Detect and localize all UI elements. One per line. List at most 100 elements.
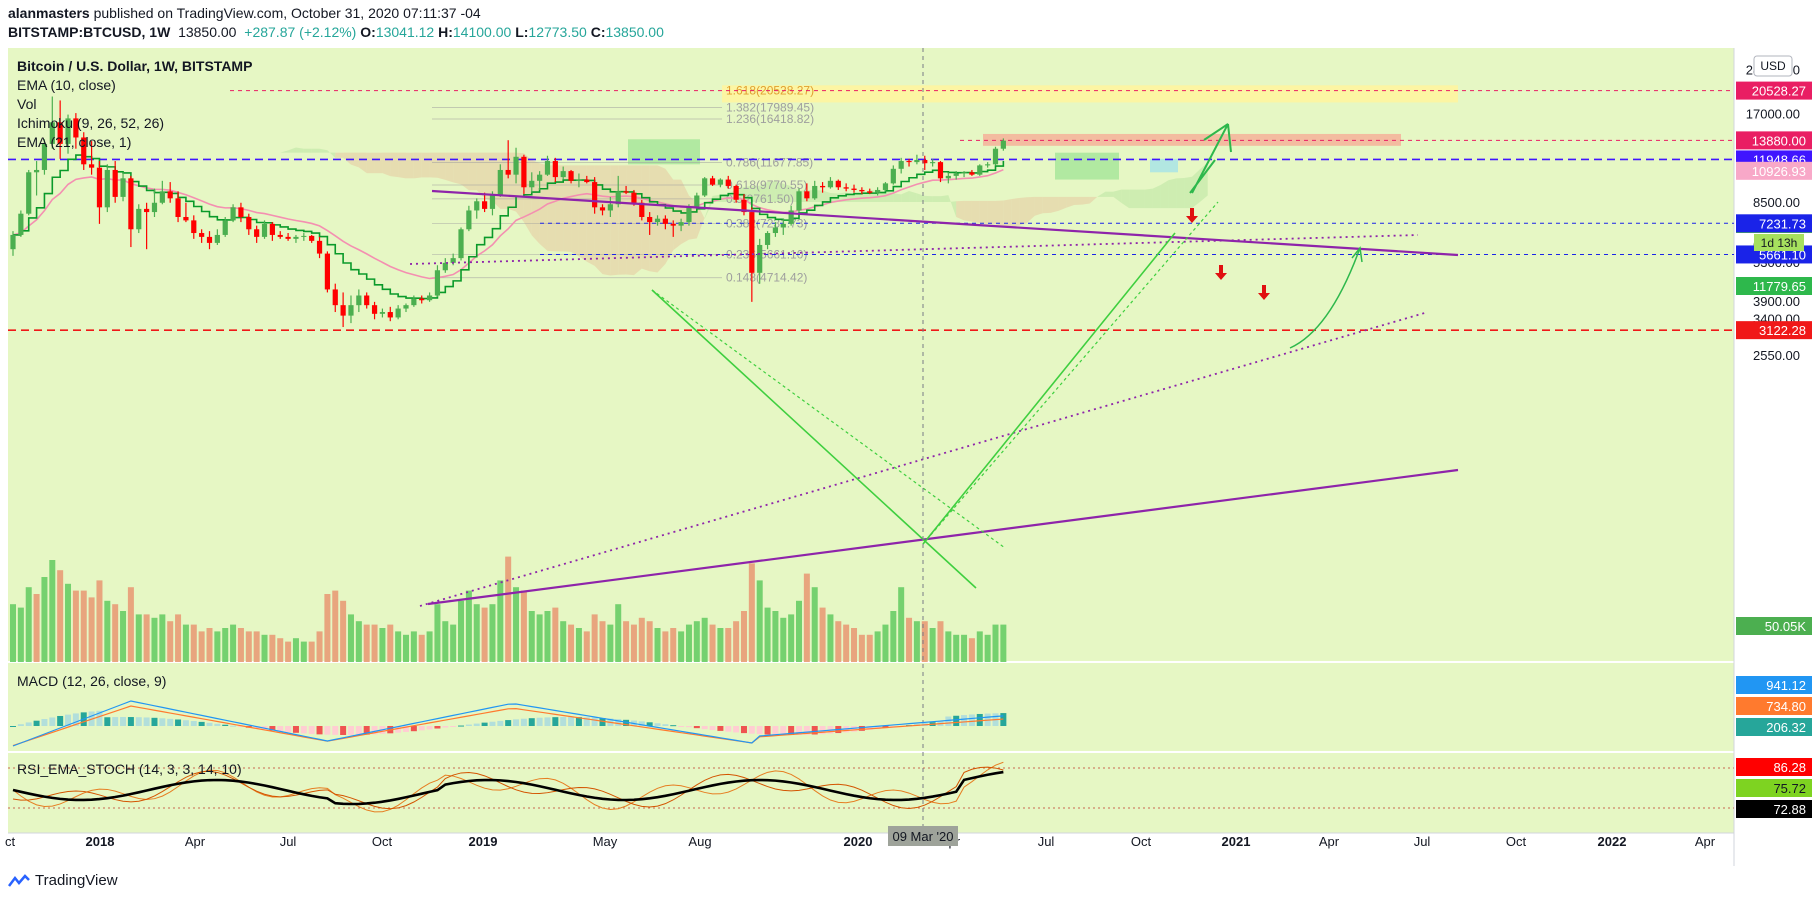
candle-body bbox=[474, 201, 480, 211]
price-axis-label-text: 10926.93 bbox=[1752, 164, 1806, 179]
price-axis-label-text: 5661.10 bbox=[1759, 247, 1806, 262]
volume-bar bbox=[827, 614, 834, 662]
macd-histogram-bar bbox=[25, 722, 32, 726]
time-tick-label: Apr bbox=[1695, 834, 1716, 849]
crosshair-date-label: 09 Mar '20 bbox=[892, 829, 953, 844]
macd-histogram-bar bbox=[819, 726, 826, 735]
cloud-segment bbox=[453, 152, 462, 185]
macd-histogram-bar bbox=[803, 726, 810, 735]
macd-histogram-bar bbox=[481, 722, 488, 726]
cloud-segment bbox=[901, 190, 910, 203]
price-chart[interactable]: 1.618(20528.27) 1.382(17989.45)1.236(1641… bbox=[0, 48, 1816, 866]
cloud-segment bbox=[390, 152, 399, 178]
tradingview-logo[interactable]: TradingView bbox=[8, 872, 118, 889]
volume-bar bbox=[80, 590, 87, 662]
macd-histogram-bar bbox=[505, 720, 512, 726]
volume-bar bbox=[615, 604, 622, 662]
cloud-segment bbox=[382, 152, 391, 177]
candle-body bbox=[513, 156, 519, 175]
volume-bar bbox=[772, 611, 779, 662]
legend-macd[interactable]: MACD (12, 26, close, 9) bbox=[17, 673, 167, 689]
time-tick-label: Jul bbox=[1038, 834, 1055, 849]
candle-body bbox=[709, 178, 716, 185]
volume-bar bbox=[568, 624, 575, 662]
macd-histogram-bar bbox=[410, 726, 417, 732]
candle-body bbox=[717, 179, 723, 185]
candle-body bbox=[89, 164, 95, 168]
currency-button[interactable] bbox=[1753, 55, 1793, 77]
macd-axis-label-text: 734.80 bbox=[1766, 699, 1806, 714]
time-tick-label: 2019 bbox=[469, 834, 498, 849]
candle-body bbox=[812, 185, 818, 199]
volume-bar bbox=[528, 611, 535, 662]
cloud-segment bbox=[343, 152, 351, 165]
macd-histogram-bar bbox=[560, 717, 567, 726]
candle-body bbox=[10, 234, 16, 250]
low-value: 12773.50 bbox=[528, 24, 587, 40]
candle-body bbox=[246, 216, 252, 230]
cloud-segment bbox=[437, 152, 446, 180]
legend-ema21[interactable]: EMA (21, close, 1) bbox=[17, 134, 132, 150]
candle-body bbox=[639, 202, 645, 217]
volume-bar bbox=[57, 570, 64, 662]
symbol-label[interactable]: BITSTAMP:BTCUSD, 1W bbox=[8, 24, 171, 40]
macd-histogram-bar bbox=[10, 726, 16, 727]
price-axis[interactable]: 24000.0020000.0017000.008500.006100.0053… bbox=[1746, 55, 1800, 363]
time-axis[interactable]: ct 2018 Apr Jul Oct 2019 May Aug 2020 Apr Jul Oct 20… bbox=[5, 826, 1716, 849]
cloud-segment bbox=[563, 165, 572, 252]
time-tick-label: Apr bbox=[185, 834, 206, 849]
volume-bar bbox=[858, 634, 865, 662]
trend-drawings bbox=[409, 48, 1459, 833]
macd-pane bbox=[10, 700, 1007, 747]
candle-body bbox=[654, 218, 661, 223]
macd-histogram-bar bbox=[159, 718, 166, 726]
legend-title[interactable]: Bitcoin / U.S. Dollar, 1W, BITSTAMP bbox=[17, 58, 253, 74]
cloud-segment bbox=[1144, 188, 1153, 209]
macd-histogram-bar bbox=[127, 717, 134, 726]
macd-histogram-bar bbox=[740, 726, 747, 734]
macd-histogram-bar bbox=[104, 717, 111, 726]
volume-bar bbox=[371, 624, 378, 662]
volume-bar bbox=[717, 628, 724, 662]
cloud-segment bbox=[964, 200, 972, 222]
volume-bar bbox=[230, 624, 237, 662]
fib-level-label: 1.382(17989.45) bbox=[726, 100, 814, 114]
cloud-segment bbox=[893, 193, 902, 203]
volume-bar bbox=[379, 628, 386, 662]
macd-histogram-bar bbox=[733, 726, 740, 733]
time-tick-label: 2018 bbox=[86, 834, 115, 849]
candle-body bbox=[379, 312, 386, 314]
legend-ema10[interactable]: EMA (10, close) bbox=[17, 77, 116, 93]
candle-body bbox=[662, 218, 668, 224]
legend-volume[interactable]: Vol bbox=[17, 96, 37, 112]
candle-body bbox=[922, 159, 928, 164]
volume-bar bbox=[701, 617, 708, 662]
volume-bar bbox=[434, 604, 441, 662]
cloud-segment bbox=[759, 181, 768, 203]
volume-bar bbox=[489, 604, 496, 662]
volume-bar bbox=[709, 624, 716, 662]
cloud-segment bbox=[681, 179, 689, 245]
macd-histogram-bar bbox=[72, 713, 79, 726]
candle-body bbox=[985, 164, 991, 166]
candle-body bbox=[969, 172, 975, 175]
volume-bar bbox=[725, 628, 732, 662]
candle-body bbox=[458, 229, 464, 259]
macd-histogram-bar bbox=[536, 717, 543, 726]
author-name[interactable]: alanmasters bbox=[8, 5, 90, 21]
macd-histogram-bar bbox=[583, 717, 590, 726]
cloud-segment bbox=[995, 200, 1004, 228]
legend-ichimoku[interactable]: Ichimoku (9, 26, 52, 26) bbox=[17, 115, 165, 131]
candle-body bbox=[73, 118, 79, 138]
volume-bar bbox=[591, 614, 598, 662]
legend-rsi[interactable]: RSI_EMA_STOCH (14, 3, 3, 14, 10) bbox=[17, 761, 242, 777]
candle-body bbox=[867, 191, 873, 193]
macd-histogram-bar bbox=[513, 719, 520, 726]
macd-histogram-bar bbox=[206, 722, 213, 726]
cloud-segment bbox=[626, 165, 634, 276]
cloud-segment bbox=[1160, 180, 1169, 209]
macd-axis-label bbox=[1736, 697, 1812, 715]
cloud-segment bbox=[484, 152, 493, 202]
macd-histogram-bar bbox=[237, 726, 244, 727]
volume-bar bbox=[41, 577, 48, 662]
